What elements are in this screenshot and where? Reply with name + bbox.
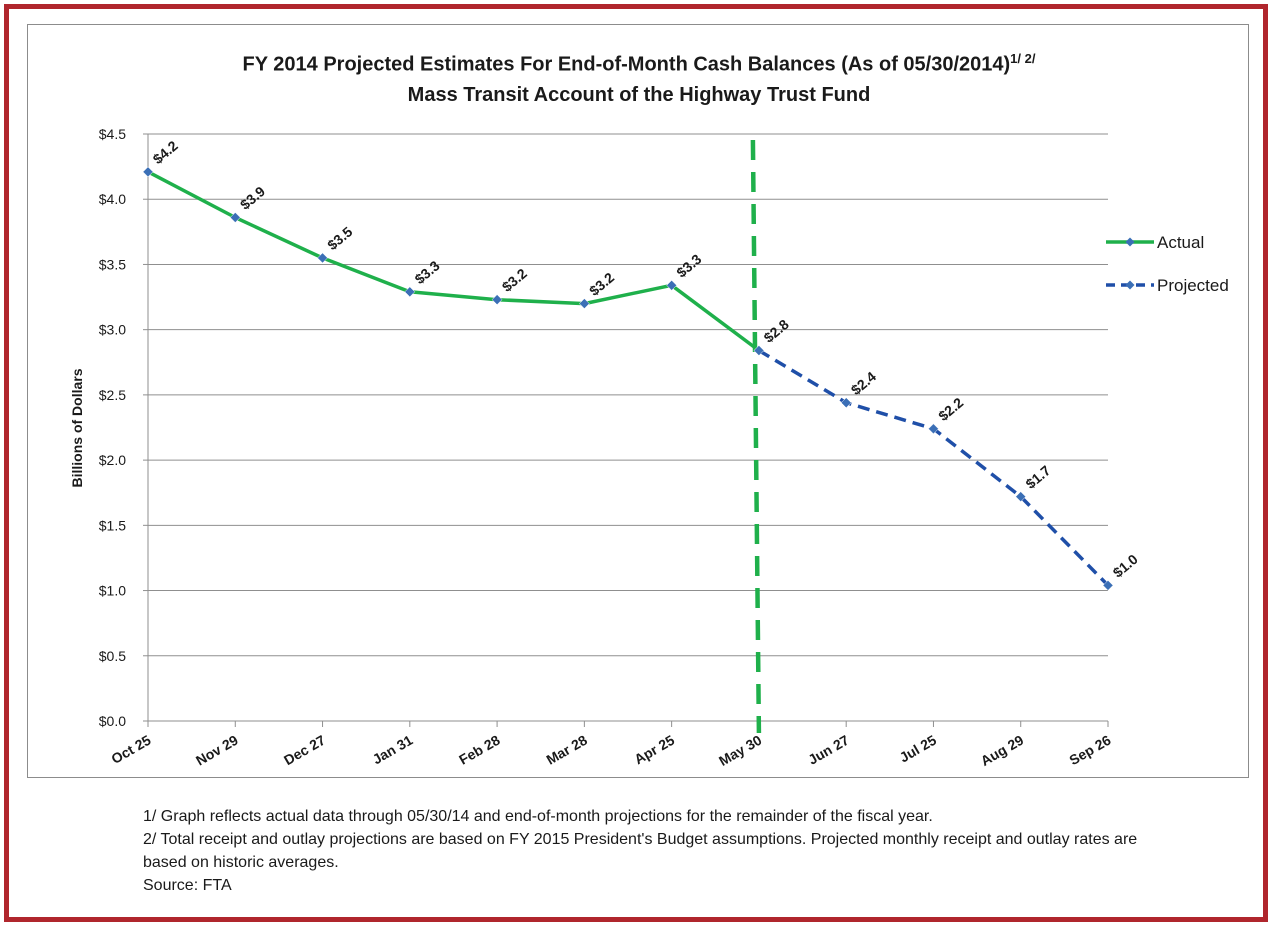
data-label: $3.2 — [499, 265, 530, 295]
data-label: $3.9 — [237, 183, 268, 213]
legend-marker — [1125, 280, 1135, 290]
legend-label-actual: Actual — [1157, 233, 1204, 252]
divider-line — [750, 139, 762, 734]
data-point-marker — [1015, 491, 1027, 502]
data-point-marker — [928, 423, 939, 435]
x-tick-label: May 30 — [716, 732, 765, 769]
x-tick-label: Oct 25 — [108, 732, 153, 767]
data-point-marker — [753, 345, 765, 356]
chart-subtitle: Mass Transit Account of the Highway Trus… — [407, 83, 871, 106]
data-label: $3.5 — [324, 223, 355, 253]
y-tick-label: $2.5 — [99, 387, 126, 403]
data-point-marker — [317, 252, 328, 264]
y-tick-label: $4.5 — [99, 126, 126, 142]
data-point-marker — [229, 212, 241, 223]
data-label: $2.4 — [848, 368, 879, 398]
data-label: $3.2 — [586, 269, 617, 299]
chart-area-border — [27, 24, 1249, 778]
footnotes: 1/ Graph reflects actual data through 05… — [143, 805, 1163, 897]
footnote-2: 2/ Total receipt and outlay projections … — [143, 831, 1138, 871]
data-point-marker — [404, 286, 416, 298]
x-tick-label: Sep 26 — [1066, 732, 1113, 769]
series-layer — [142, 166, 1114, 591]
x-tick-label: Dec 27 — [281, 732, 328, 769]
axes: $0.0 $0.5 $1.0 $1.5 $2.0 $2.5 $3.0 $3.5 $4.0 $4.5… — [99, 126, 1114, 769]
data-point-marker — [579, 298, 590, 309]
data-label: $2.8 — [761, 316, 792, 346]
data-point-marker — [840, 397, 852, 409]
outer-frame — [4, 4, 1268, 922]
y-tick-label: $2.0 — [99, 452, 126, 468]
y-tick-label: $3.0 — [99, 322, 126, 338]
data-point-marker — [491, 294, 503, 306]
data-label: $3.3 — [673, 251, 704, 281]
y-tick-label: $4.0 — [99, 191, 126, 207]
data-point-marker — [142, 166, 154, 178]
data-label: $1.7 — [1022, 462, 1053, 492]
legend: Actual Projected — [1106, 233, 1229, 295]
data-label: $2.2 — [935, 394, 966, 424]
chart-title-block: FY 2014 Projected Estimates For End-of-M… — [0, 44, 1278, 110]
series-line-actual — [147, 170, 760, 352]
y-tick-label: $0.0 — [99, 713, 126, 729]
x-tick-label: Nov 29 — [193, 732, 241, 769]
gridlines — [148, 133, 1108, 657]
data-label: $4.2 — [150, 137, 181, 167]
y-tick-label: $3.5 — [99, 256, 126, 272]
data-labels-layer: $4.2 $3.9 $3.5 $3.3 $3.2 $3.2 $3.3 $2.8 $2.4 $2.2… — [150, 137, 1141, 580]
y-tick-label: $0.5 — [99, 648, 126, 664]
title-footnote-refs: 1/ 2/ — [1010, 51, 1036, 66]
x-tick-label: Jul 25 — [897, 732, 940, 766]
data-point-marker — [666, 279, 677, 291]
footnote-1: 1/ Graph reflects actual data through 05… — [143, 808, 933, 825]
data-label: $3.3 — [411, 257, 442, 287]
series-line-projected — [758, 348, 1110, 587]
legend-label-projected: Projected — [1157, 276, 1229, 295]
y-axis-label: Billions of Dollars — [69, 368, 85, 487]
x-tick-label: Jan 31 — [370, 732, 416, 768]
y-tick-label: $1.0 — [99, 583, 126, 599]
x-tick-label: Feb 28 — [456, 732, 503, 768]
source-note: Source: FTA — [143, 877, 232, 894]
y-tick-label: $1.5 — [99, 517, 126, 533]
line-chart: $0.0 $0.5 $1.0 $1.5 $2.0 $2.5 $3.0 $3.5 $4.0 $4.5… — [69, 126, 1229, 769]
data-point-marker — [1102, 579, 1114, 591]
data-label: $1.0 — [1110, 551, 1141, 581]
x-tick-label: Mar 28 — [543, 732, 590, 768]
divider-layer — [750, 139, 762, 734]
chart-title: FY 2014 Projected Estimates For End-of-M… — [242, 51, 1036, 76]
x-tick-label: Apr 25 — [631, 732, 677, 768]
legend-marker — [1125, 237, 1135, 247]
x-tick-label: Aug 29 — [978, 732, 1027, 769]
x-tick-label: Jun 27 — [805, 732, 852, 768]
